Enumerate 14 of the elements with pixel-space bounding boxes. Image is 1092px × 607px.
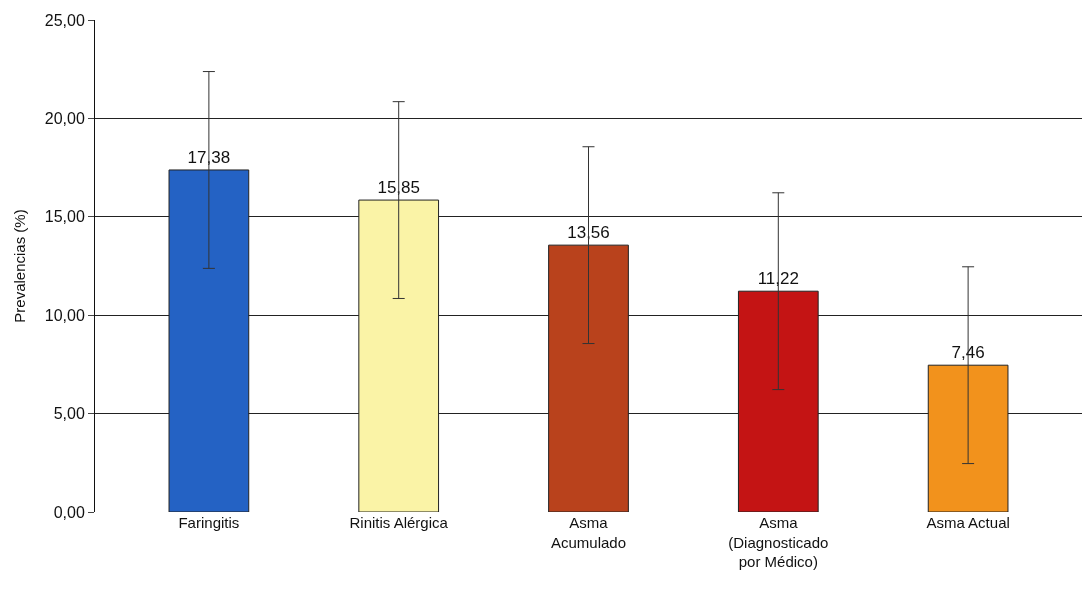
y-tick-label: 0,00	[53, 503, 85, 521]
x-tick-label: Rinitis Alérgica	[349, 514, 449, 531]
y-tick-label: 20,00	[44, 110, 85, 127]
y-tick-label: 25,00	[44, 11, 85, 29]
y-axis-title: Prevalencias (%)	[11, 209, 28, 323]
x-tick-label: Asma Actual	[926, 514, 1010, 531]
y-tick-label: 10,00	[44, 306, 85, 324]
data-label: 17,38	[187, 147, 231, 167]
x-tick-label: Asma (Diagnosticado por Médico)	[728, 514, 829, 570]
x-tick-label: Faringitis	[178, 514, 240, 531]
y-tick-label: 5,00	[53, 405, 85, 423]
y-tick-label: 15,00	[44, 208, 85, 226]
x-tick-label: Asma Acumulado	[550, 514, 627, 551]
data-label: 7,46	[951, 343, 985, 363]
